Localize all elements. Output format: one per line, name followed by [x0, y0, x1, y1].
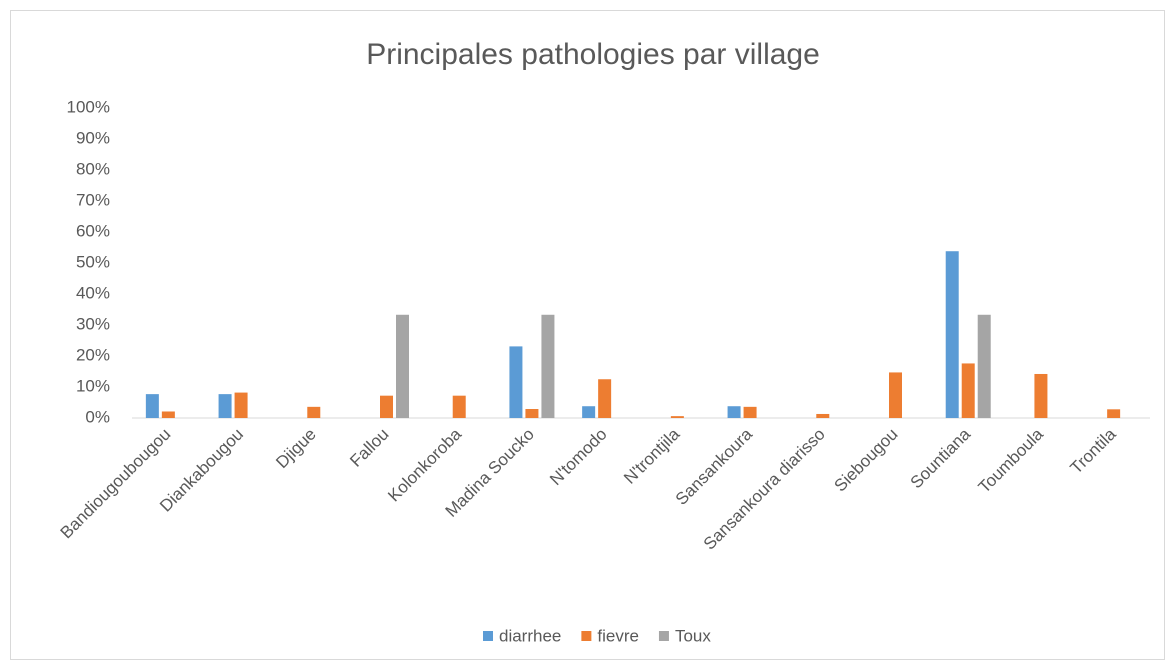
bar [1107, 409, 1121, 418]
legend-swatch [658, 631, 669, 641]
bar [380, 395, 393, 418]
y-tick-label: 50% [76, 252, 110, 271]
y-tick-label: 60% [76, 221, 110, 240]
bar [307, 406, 321, 418]
y-tick-label: 80% [76, 159, 110, 178]
bar [452, 395, 466, 418]
bar [541, 314, 555, 418]
bar [743, 406, 757, 418]
bar [396, 314, 409, 418]
y-tick-label: 40% [76, 283, 110, 302]
bar [234, 392, 248, 418]
y-tick-label: 10% [76, 376, 110, 395]
legend-swatch [581, 631, 592, 641]
y-tick-label: 70% [76, 190, 110, 209]
legend-label: diarrhee [499, 626, 561, 645]
legend-label: Toux [675, 626, 711, 645]
y-tick-label: 30% [76, 314, 110, 333]
y-tick-label: 90% [76, 128, 110, 147]
bar [977, 314, 991, 418]
bar [1034, 373, 1048, 418]
y-tick-label: 20% [76, 345, 110, 364]
bar [889, 372, 902, 418]
chart-border [10, 10, 1165, 660]
y-tick-label: 0% [85, 407, 110, 426]
bar [945, 251, 959, 418]
bar [727, 406, 741, 418]
legend-swatch [483, 631, 493, 641]
bar [670, 416, 684, 418]
bar [598, 379, 612, 418]
bar [961, 363, 975, 418]
bar [525, 409, 539, 418]
bar [218, 394, 232, 418]
bar [145, 394, 159, 418]
y-tick-label: 100% [67, 97, 110, 116]
chart-title: Principales pathologies par village [366, 38, 820, 71]
legend-label: fievre [597, 626, 639, 645]
bar [816, 413, 830, 418]
bar [161, 411, 175, 418]
bar [509, 346, 523, 418]
bar [582, 406, 596, 418]
